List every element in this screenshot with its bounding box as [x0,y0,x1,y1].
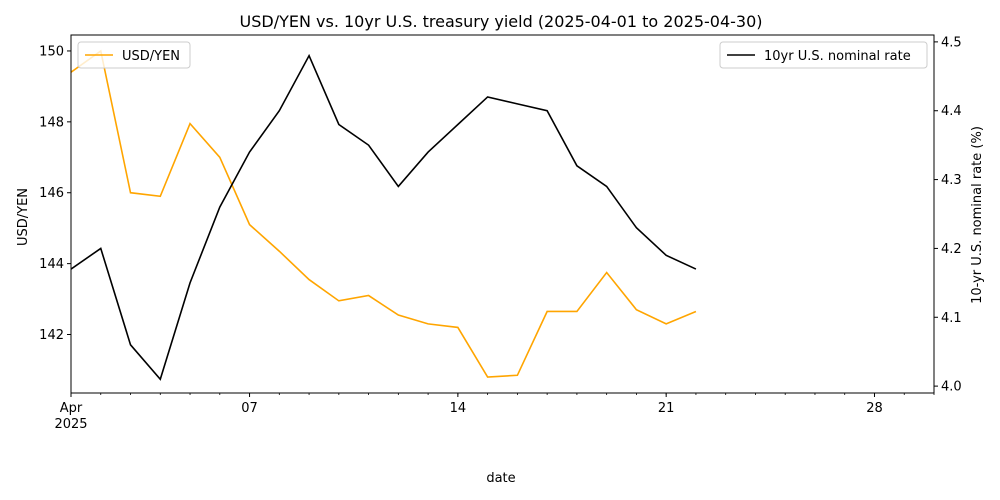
x-tick-label: 28 [866,401,883,416]
y-right-tick-label: 4.4 [941,104,962,119]
y-left-tick-label: 148 [39,115,64,130]
y-right-tick-label: 4.0 [941,380,962,395]
legend-label-us-10yr-rate: 10yr U.S. nominal rate [764,49,911,64]
y-right-tick-label: 4.5 [941,35,962,50]
series-line-usd-yen [71,49,697,378]
x-tick-sublabel: 2025 [54,417,87,432]
x-tick-label: 14 [450,401,467,416]
legend-left [77,41,191,69]
legend-label-usd-yen: USD/YEN [122,49,180,64]
x-axis-label: date [486,471,515,486]
series-line-us-10yr-rate [71,53,697,381]
x-tick-label: 21 [658,401,675,416]
y-axis-right-label: 10-yr U.S. nominal rate (%) [970,126,985,304]
x-tick-label: 07 [241,401,258,416]
y-axis-left-label: USD/YEN [16,188,31,246]
y-right-tick-label: 4.1 [941,311,962,326]
y-left-tick-label: 150 [39,44,64,59]
y-right-tick-label: 4.2 [941,242,962,257]
y-left-tick-label: 142 [39,328,64,343]
x-tick-label: Apr [60,401,83,416]
y-left-tick-label: 144 [39,257,64,272]
plot-frame [70,34,935,394]
y-left-tick-label: 146 [39,186,64,201]
legend-right [719,41,928,69]
y-right-tick-label: 4.3 [941,173,962,188]
chart-title: USD/YEN vs. 10yr U.S. treasury yield (20… [240,12,763,31]
